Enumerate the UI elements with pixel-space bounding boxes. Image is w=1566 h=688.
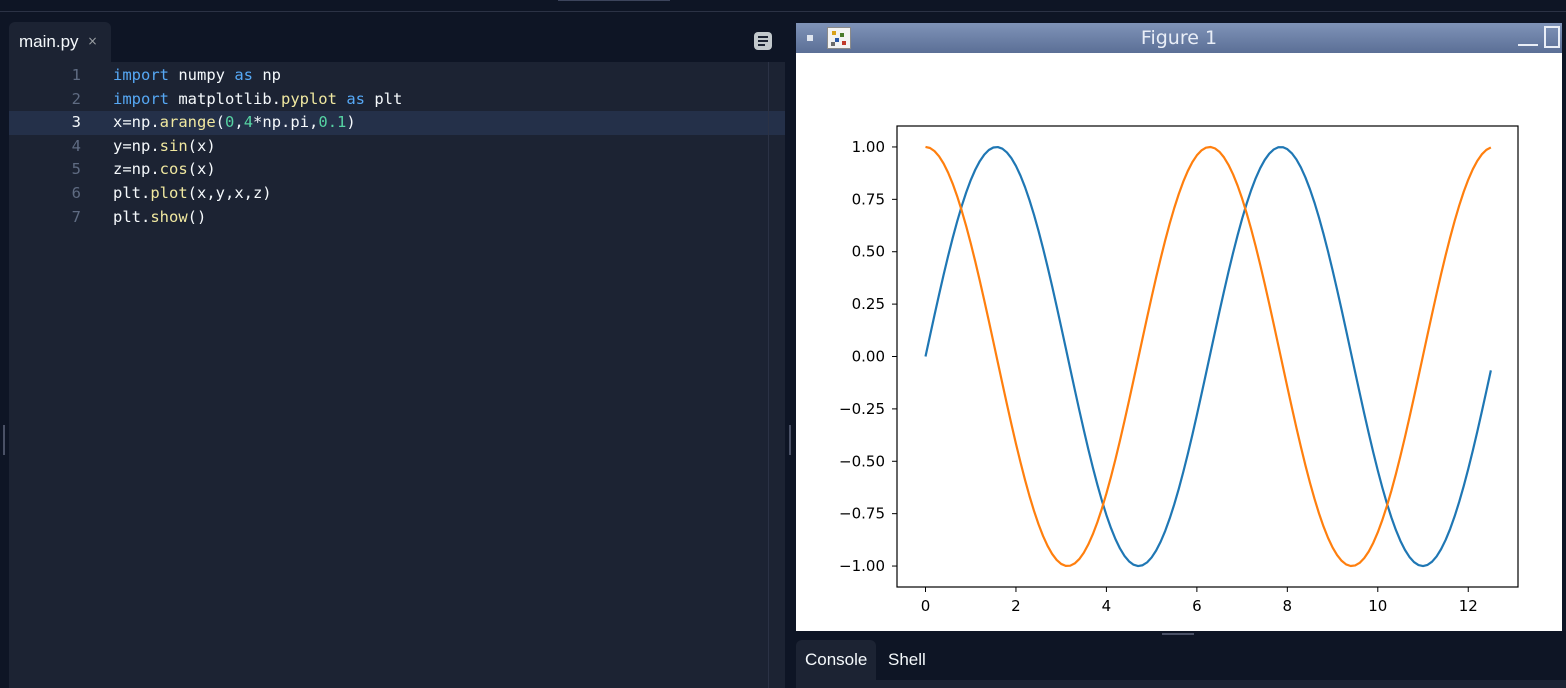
x-tick-label: 8 <box>1283 597 1293 615</box>
code-text[interactable]: plt.plot(x,y,x,z) <box>113 182 272 206</box>
code-line[interactable]: 4 y=np.sin(x) <box>9 135 785 159</box>
x-tick-label: 4 <box>1102 597 1112 615</box>
editor-tab-bar: main.py × <box>9 20 785 62</box>
line-number: 4 <box>71 136 81 155</box>
code-token: *np.pi, <box>253 113 319 132</box>
x-tick-label: 12 <box>1459 597 1478 615</box>
code-line[interactable]: 2 import matplotlib.pyplot as plt <box>9 88 785 112</box>
code-token: matplotlib. <box>169 89 281 108</box>
tab-main-py[interactable]: main.py × <box>9 22 111 62</box>
line-number: 1 <box>71 66 81 84</box>
code-line[interactable]: 6 plt.plot(x,y,x,z) <box>9 182 785 206</box>
code-token: pyplot <box>280 89 337 108</box>
editor-scrollbar-track[interactable] <box>768 62 769 688</box>
code-token: plt <box>365 89 403 108</box>
code-token: ) <box>346 113 356 132</box>
code-token: x=np. <box>113 113 160 132</box>
code-token: show <box>150 207 188 226</box>
bottom-resize-handle[interactable] <box>1162 633 1194 635</box>
code-line[interactable]: 3 x=np.arange(0,4*np.pi,0.1) <box>9 111 785 135</box>
tk-app-icon <box>827 27 851 49</box>
code-token: sin <box>159 136 188 155</box>
code-text[interactable]: import numpy as np <box>113 64 281 88</box>
code-token: as <box>346 89 365 108</box>
code-token: numpy <box>169 66 235 84</box>
code-token: arange <box>159 113 216 132</box>
code-editor[interactable]: 1 import numpy as np 2 import matplotlib.py… <box>9 62 785 688</box>
figure-canvas[interactable]: 0 2 4 6 8 10 12 1.00 0.75 0.50 0.25 0.00 −0.25 −0.50 −… <box>796 53 1562 631</box>
y-tick-label: 0.00 <box>852 348 885 366</box>
x-tick-label: 0 <box>921 597 931 615</box>
tab-console[interactable]: Console <box>796 640 877 680</box>
code-token <box>337 90 346 108</box>
code-token: , <box>234 113 244 132</box>
code-token: (x) <box>187 160 216 179</box>
figure-title: Figure 1 <box>1140 27 1218 49</box>
y-tick-label: −0.50 <box>839 452 885 470</box>
code-token: y=np. <box>113 136 160 155</box>
line-number: 6 <box>71 184 81 202</box>
code-line[interactable]: 7 plt.show() <box>9 206 785 230</box>
axes-frame <box>896 125 1519 588</box>
line-number: 7 <box>71 207 81 226</box>
code-token: (x) <box>187 136 216 155</box>
code-token: 0 <box>225 113 235 132</box>
minimize-icon[interactable] <box>1518 44 1538 46</box>
code-text[interactable]: plt.show() <box>113 206 206 230</box>
maximize-icon[interactable] <box>1544 26 1560 48</box>
figure-window: Figure 1 0 2 4 6 8 10 12 1.00 0.75 0.50 0.25 0.00 −0… <box>796 23 1562 631</box>
code-token: as <box>234 66 253 84</box>
y-tick-label: −0.75 <box>839 505 885 523</box>
x-tick-label: 2 <box>1011 597 1021 615</box>
y-tick-label: −1.00 <box>839 557 885 575</box>
series-cos-line <box>925 145 1492 568</box>
code-token: plt. <box>113 207 151 226</box>
code-token: np <box>253 66 281 84</box>
code-token: import <box>113 66 169 84</box>
top-resize-handle[interactable] <box>558 0 670 1</box>
code-token: cos <box>159 160 188 179</box>
console-area[interactable] <box>796 680 1566 688</box>
x-tick-label: 10 <box>1368 597 1387 615</box>
tab-close-icon[interactable]: × <box>87 34 98 48</box>
y-tick-label: 1.00 <box>852 138 885 156</box>
editor-pane: main.py × 1 import numpy as np 2 import mat… <box>9 20 785 688</box>
pane-resize-handle[interactable] <box>789 425 791 455</box>
left-resize-handle[interactable] <box>3 425 5 455</box>
top-bar <box>0 0 1566 12</box>
code-token: (x,y,x,z) <box>187 184 272 202</box>
code-token: z=np. <box>113 160 160 179</box>
series-sin-line <box>924 145 1492 568</box>
code-text[interactable]: x=np.arange(0,4*np.pi,0.1) <box>113 111 356 135</box>
code-text[interactable]: import matplotlib.pyplot as plt <box>113 88 402 112</box>
code-token: 4 <box>243 113 254 132</box>
x-tick-label: 6 <box>1192 597 1202 615</box>
tab-label: main.py <box>19 32 79 51</box>
code-text[interactable]: z=np.cos(x) <box>113 158 216 182</box>
code-token: () <box>187 207 207 226</box>
figure-titlebar[interactable]: Figure 1 <box>796 23 1562 53</box>
code-token: ( <box>215 113 226 132</box>
y-tick-label: 0.25 <box>852 295 885 313</box>
code-line[interactable]: 5 z=np.cos(x) <box>9 158 785 182</box>
line-number: 3 <box>71 113 81 132</box>
line-chart: 0 2 4 6 8 10 12 1.00 0.75 0.50 0.25 0.00 −0.25 −0.50 −… <box>839 125 1519 615</box>
code-token: plt. <box>113 184 151 202</box>
code-token: plot <box>150 184 188 202</box>
y-tick-label: 0.75 <box>852 190 885 208</box>
tab-shell[interactable]: Shell <box>888 650 926 669</box>
code-token: import <box>113 89 169 108</box>
line-number: 2 <box>71 89 81 108</box>
format-icon[interactable] <box>754 32 772 50</box>
y-tick-label: 0.50 <box>852 243 885 261</box>
code-token: 0.1 <box>318 113 347 132</box>
window-menu-icon[interactable] <box>807 35 813 41</box>
code-text[interactable]: y=np.sin(x) <box>113 135 216 159</box>
line-number: 5 <box>71 160 81 179</box>
y-tick-label: −0.25 <box>839 400 885 418</box>
code-line[interactable]: 1 import numpy as np <box>9 64 785 88</box>
